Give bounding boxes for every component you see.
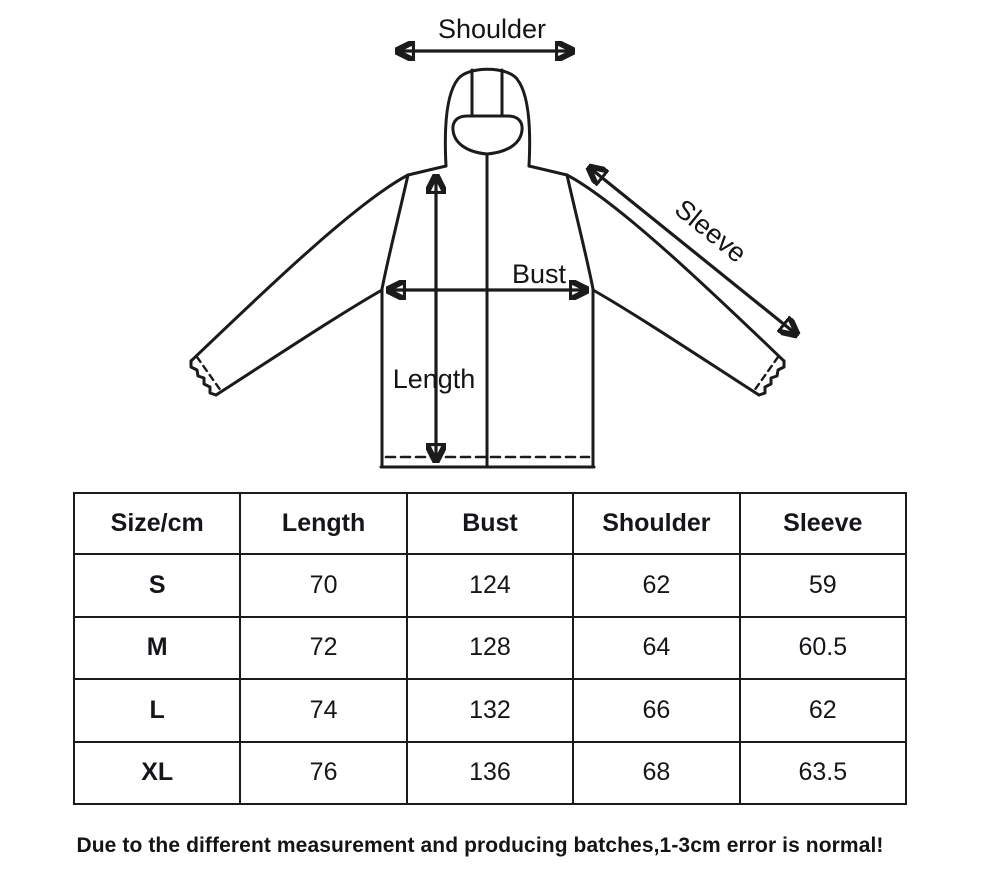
bust-label: Bust: [512, 259, 567, 289]
hood-face-opening: [451, 114, 524, 156]
size-cell: S: [72, 553, 242, 618]
shoulder-line-left: [406, 164, 448, 177]
value-cell: 62: [572, 553, 741, 618]
value-cell: 128: [405, 615, 575, 680]
measurement-disclaimer: Due to the different measurement and pro…: [76, 834, 884, 857]
value-cell: 62: [738, 678, 908, 743]
table-row: XL 76 136 68 63.5: [72, 740, 908, 805]
header-size-cm: Size/cm: [72, 492, 242, 555]
right-cuff-stitch-dashed: [752, 355, 780, 393]
header-length: Length: [239, 492, 408, 555]
value-cell: 59: [738, 553, 908, 618]
body-side-right: [565, 173, 595, 291]
value-cell: 74: [239, 678, 408, 743]
left-cuff-stitch-dashed: [195, 355, 223, 393]
sleeve-arrow: [590, 168, 796, 334]
value-cell: 124: [405, 553, 575, 618]
header-row: Size/cm Length Bust Shoulder Sleeve: [72, 492, 908, 555]
value-cell: 136: [405, 740, 575, 805]
header-sleeve: Sleeve: [738, 492, 908, 555]
size-cell: XL: [72, 740, 242, 805]
sleeve-label: Sleeve: [669, 193, 752, 268]
shoulder-label: Shoulder: [438, 14, 546, 44]
left-arm-top-edge: [189, 173, 410, 363]
body-side-left: [380, 173, 410, 291]
shoulder-line-right: [527, 164, 569, 177]
garment-measurement-diagram: Shoulder Bust Length Sleeve: [189, 14, 1000, 469]
right-arm-bottom-edge: [591, 288, 761, 397]
header-bust: Bust: [405, 492, 575, 555]
value-cell: 60.5: [738, 615, 908, 680]
hood-outline: [443, 67, 532, 168]
size-table-body: S 70 124 62 59 M 72 128 64 60.5 L 74 132 66 62 XL 76 136 6…: [72, 553, 908, 805]
size-table: Size/cm Length Bust Shoulder Sleeve S 70 1…: [72, 492, 908, 805]
value-cell: 63.5: [738, 740, 908, 805]
header-shoulder: Shoulder: [572, 492, 741, 555]
measurement-arrows: [389, 51, 796, 460]
value-cell: 70: [239, 553, 408, 618]
value-cell: 64: [572, 615, 741, 680]
value-cell: 132: [405, 678, 575, 743]
size-cell: L: [72, 678, 242, 743]
size-table-header: Size/cm Length Bust Shoulder Sleeve: [72, 492, 908, 555]
left-cuff-zigzag: [189, 359, 218, 397]
table-row: M 72 128 64 60.5: [72, 615, 908, 680]
right-cuff-zigzag: [757, 359, 786, 397]
length-label: Length: [393, 364, 476, 394]
value-cell: 68: [572, 740, 741, 805]
value-cell: 76: [239, 740, 408, 805]
hoodie-outline: [189, 67, 786, 469]
left-arm-bottom-edge: [214, 288, 384, 397]
table-row: L 74 132 66 62: [72, 678, 908, 743]
value-cell: 72: [239, 615, 408, 680]
table-row: S 70 124 62 59: [72, 553, 908, 618]
size-cell: M: [72, 615, 242, 680]
right-arm-top-edge: [565, 173, 786, 363]
value-cell: 66: [572, 678, 741, 743]
